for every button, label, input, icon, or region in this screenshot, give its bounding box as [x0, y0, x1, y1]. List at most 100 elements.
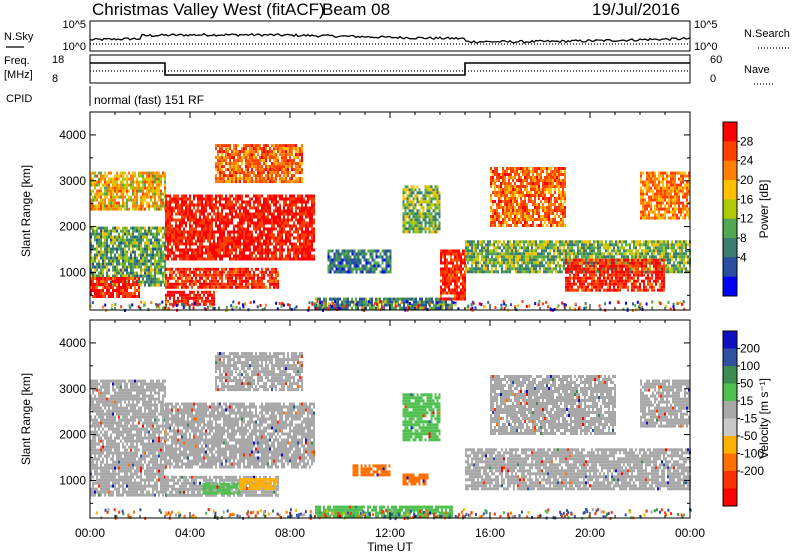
power-cell [325, 300, 327, 304]
power-cell [259, 147, 261, 151]
power-cell [227, 233, 229, 237]
power-cell [416, 221, 419, 225]
power-cell [106, 232, 108, 236]
power-cell [181, 276, 183, 280]
power-cell [337, 261, 340, 265]
power-cell [114, 177, 116, 181]
power-cell [235, 212, 237, 216]
power-cell [505, 255, 507, 259]
power-cell [223, 270, 225, 274]
power-cell [169, 218, 171, 222]
power-cell [269, 206, 271, 210]
power-cell [537, 270, 539, 274]
power-cell [271, 254, 273, 258]
power-cell [428, 194, 431, 198]
power-cell [223, 242, 225, 246]
power-cell [456, 267, 458, 271]
power-cell [265, 242, 267, 246]
power-cell [462, 285, 464, 289]
power-cell [253, 215, 255, 219]
power-cell [209, 248, 211, 252]
power-cell [124, 226, 126, 230]
power-cell [301, 218, 303, 222]
power-cell [126, 229, 128, 233]
power-cell [237, 236, 239, 240]
power-cell [106, 250, 108, 254]
power-cell [199, 200, 201, 204]
power-cell [171, 282, 173, 286]
power-cell [132, 198, 134, 202]
power-cell [373, 270, 376, 274]
power-cell [426, 221, 429, 225]
power-cell [485, 252, 487, 256]
power-cell [389, 255, 392, 259]
power-cell [110, 204, 112, 208]
power-cell [142, 195, 144, 199]
power-cell [473, 255, 475, 259]
power-cell [171, 248, 173, 252]
power-cell [267, 197, 269, 201]
power-cell [150, 265, 152, 269]
power-cell [271, 150, 273, 154]
power-cell [195, 251, 197, 255]
power-cell [271, 212, 273, 216]
power-cell [241, 218, 243, 222]
power-cell [547, 258, 549, 262]
power-cell [96, 247, 98, 251]
power-cell [235, 171, 237, 175]
power-cell [233, 273, 235, 277]
power-cell [267, 273, 269, 277]
power-cell [120, 250, 122, 254]
power-cell [609, 267, 611, 271]
power-cell [116, 271, 118, 275]
power-cell [205, 285, 207, 289]
power-cell [201, 224, 203, 228]
power-cell [357, 306, 359, 310]
power-cell [100, 274, 102, 278]
power-cell [452, 252, 454, 256]
power-cell [106, 256, 108, 260]
power-cell [309, 197, 311, 201]
power-cell [146, 171, 148, 175]
power-cell [211, 251, 213, 255]
power-cell [162, 232, 164, 236]
power-cell [371, 255, 374, 259]
power-cell [162, 256, 164, 260]
power-cell [235, 177, 237, 181]
power-cell [245, 245, 247, 249]
power-cell [201, 242, 203, 246]
power-cell [106, 265, 108, 269]
power-cell [275, 273, 277, 277]
power-cell [553, 243, 555, 247]
power-cell [148, 180, 150, 184]
power-cell [183, 194, 185, 198]
power-cell [257, 212, 259, 216]
power-cell [219, 285, 221, 289]
power-cell [122, 271, 124, 275]
power-cell [247, 254, 249, 258]
power-cell [273, 224, 275, 228]
power-cell [295, 168, 297, 172]
power-cell [199, 293, 201, 297]
power-cell [136, 192, 138, 196]
power-cell [215, 221, 217, 225]
power-cell [156, 204, 158, 208]
power-cell [112, 226, 114, 230]
power-cell [271, 156, 273, 160]
power-cell [525, 246, 527, 250]
power-cell [259, 168, 261, 172]
power-cell [96, 274, 98, 278]
power-cell [102, 268, 104, 272]
power-cell [291, 180, 293, 184]
power-cell [181, 200, 183, 204]
power-cell [128, 171, 130, 175]
power-cell [253, 150, 255, 154]
power-cell [533, 243, 535, 247]
power-cell [136, 186, 138, 190]
power-cell [444, 264, 446, 268]
power-cell [211, 242, 213, 246]
power-cell [108, 207, 110, 211]
power-cell [263, 215, 265, 219]
power-cell [179, 230, 181, 234]
power-cell [483, 258, 485, 262]
